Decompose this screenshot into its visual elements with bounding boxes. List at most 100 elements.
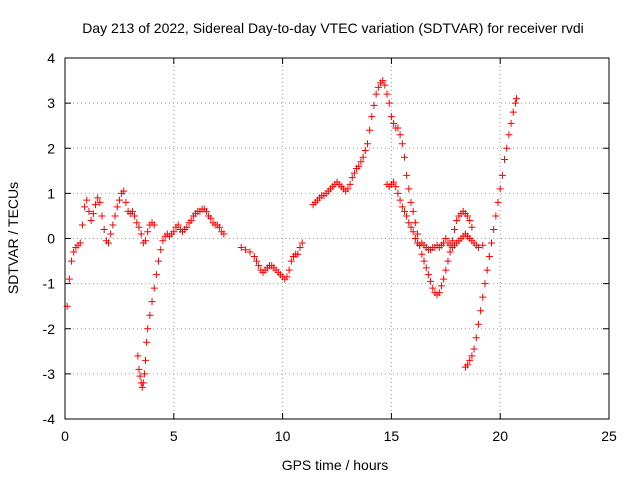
data-point-marker — [513, 95, 521, 103]
data-point-marker — [146, 311, 154, 319]
data-point-marker — [511, 99, 519, 107]
y-tick-label: 3 — [47, 95, 55, 111]
data-point-marker — [409, 207, 417, 215]
data-series — [309, 77, 476, 299]
data-point-marker — [174, 221, 182, 229]
data-point-marker — [470, 345, 478, 353]
data-point-marker — [396, 131, 404, 139]
y-tick-label: 0 — [47, 231, 55, 247]
data-point-marker — [131, 212, 139, 220]
y-tick-label: 1 — [47, 185, 55, 201]
data-series — [383, 178, 487, 254]
data-point-marker — [252, 257, 260, 265]
data-point-marker — [144, 325, 152, 333]
y-axis-label: SDTVAR / TECUs — [5, 182, 21, 294]
x-axis-label: GPS time / hours — [282, 457, 389, 473]
data-point-marker — [424, 271, 432, 279]
data-point-marker — [427, 277, 435, 285]
data-point-marker — [409, 228, 417, 236]
data-point-marker — [472, 334, 480, 342]
data-point-marker — [87, 216, 95, 224]
data-point-marker — [398, 140, 406, 148]
data-point-marker — [115, 196, 123, 204]
grid-lines — [65, 58, 609, 419]
data-point-marker — [134, 352, 142, 360]
data-point-marker — [468, 223, 476, 231]
data-points — [63, 77, 521, 391]
data-point-marker — [298, 239, 306, 247]
data-point-marker — [255, 262, 263, 270]
data-point-marker — [94, 194, 102, 202]
data-point-marker — [294, 250, 302, 258]
data-point-marker — [483, 266, 491, 274]
data-point-marker — [113, 203, 121, 211]
data-point-marker — [383, 90, 391, 98]
data-point-marker — [220, 230, 228, 238]
data-point-marker — [507, 119, 515, 127]
data-point-marker — [453, 216, 461, 224]
data-point-marker — [283, 273, 291, 281]
data-point-marker — [429, 284, 437, 292]
data-point-marker — [466, 216, 474, 224]
data-point-marker — [394, 189, 402, 197]
data-point-marker — [385, 99, 393, 107]
data-point-marker — [490, 225, 498, 233]
data-point-marker — [89, 210, 97, 218]
data-point-marker — [150, 284, 158, 292]
data-point-marker — [466, 356, 474, 364]
data-point-marker — [451, 225, 459, 233]
data-point-marker — [359, 153, 367, 161]
x-tick-label: 10 — [275, 428, 291, 444]
data-point-marker — [142, 356, 150, 364]
data-point-marker — [144, 228, 152, 236]
data-point-marker — [357, 158, 365, 166]
data-point-marker — [138, 383, 146, 391]
data-point-marker — [379, 77, 387, 85]
data-point-marker — [70, 248, 78, 256]
data-point-marker — [159, 237, 167, 245]
data-point-marker — [474, 244, 482, 252]
data-point-marker — [242, 246, 250, 254]
data-point-marker — [420, 257, 428, 265]
data-point-marker — [152, 271, 160, 279]
data-point-marker — [76, 239, 84, 247]
data-point-marker — [150, 221, 158, 229]
data-point-marker — [187, 216, 195, 224]
data-point-marker — [374, 83, 382, 91]
data-point-marker — [139, 379, 147, 387]
data-point-marker — [501, 156, 509, 164]
data-point-marker — [390, 178, 398, 186]
data-point-marker — [442, 266, 450, 274]
data-point-marker — [142, 237, 150, 245]
data-point-marker — [503, 144, 511, 152]
y-tick-label: -4 — [43, 411, 56, 427]
data-point-marker — [487, 239, 495, 247]
data-series — [237, 239, 306, 283]
data-point-marker — [81, 203, 89, 211]
data-series — [63, 187, 158, 310]
data-point-marker — [366, 126, 374, 134]
data-point-marker — [444, 257, 452, 265]
data-point-marker — [405, 219, 413, 227]
data-point-marker — [143, 338, 151, 346]
data-point-marker — [287, 257, 295, 265]
data-point-marker — [215, 223, 223, 231]
data-point-marker — [440, 275, 448, 283]
data-point-marker — [135, 365, 143, 373]
data-point-marker — [83, 196, 91, 204]
x-tick-labels: 0 5 10 15 20 25 — [61, 428, 617, 444]
data-point-marker — [85, 207, 93, 215]
data-point-marker — [496, 185, 504, 193]
data-point-marker — [398, 203, 406, 211]
data-point-marker — [411, 219, 419, 227]
data-point-marker — [183, 223, 191, 231]
data-point-marker — [498, 171, 506, 179]
axis-ticks — [64, 57, 610, 420]
x-tick-label: 15 — [384, 428, 400, 444]
data-point-marker — [477, 307, 485, 315]
data-point-marker — [400, 207, 408, 215]
data-point-marker — [237, 244, 245, 252]
data-point-marker — [100, 225, 108, 233]
data-point-marker — [479, 241, 487, 249]
